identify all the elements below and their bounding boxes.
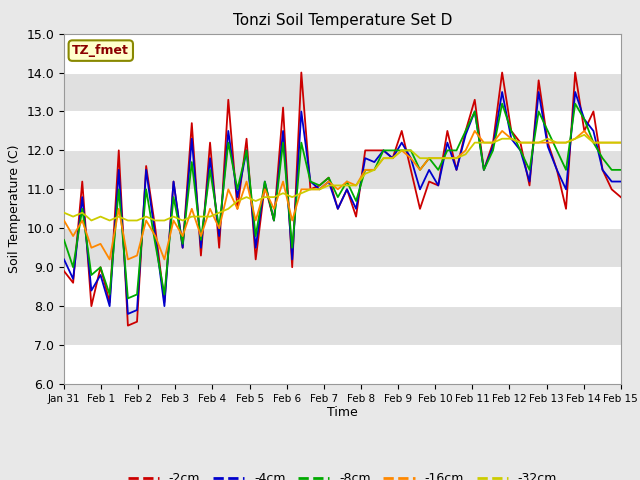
Bar [64, 111, 621, 150]
X-axis label: Time: Time [327, 407, 358, 420]
Title: Tonzi Soil Temperature Set D: Tonzi Soil Temperature Set D [233, 13, 452, 28]
Bar [64, 267, 621, 306]
Bar [64, 189, 621, 228]
Bar [64, 345, 621, 384]
Legend: -2cm, -4cm, -8cm, -16cm, -32cm: -2cm, -4cm, -8cm, -16cm, -32cm [123, 467, 562, 480]
Bar [64, 34, 621, 72]
Y-axis label: Soil Temperature (C): Soil Temperature (C) [8, 144, 21, 273]
Text: TZ_fmet: TZ_fmet [72, 44, 129, 57]
